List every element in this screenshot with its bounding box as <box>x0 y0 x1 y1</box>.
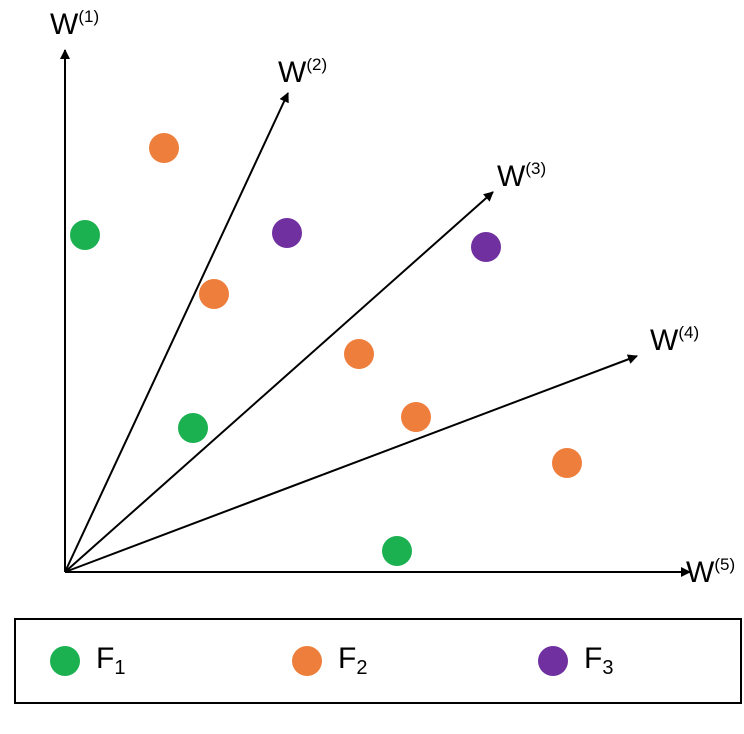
vector-w3-arrow <box>64 191 494 573</box>
point-f1 <box>382 536 412 566</box>
point-f2 <box>199 279 229 309</box>
legend-item-f1: F1 <box>50 620 125 702</box>
point-f1 <box>178 413 208 443</box>
vector-w4-arrow <box>64 354 638 573</box>
legend-item-f2: F2 <box>292 620 367 702</box>
point-f1 <box>70 220 100 250</box>
legend-f2-marker <box>292 646 322 676</box>
point-f2 <box>401 402 431 432</box>
vector-w2-arrow <box>64 92 289 573</box>
vector-w1-label: W(1) <box>50 7 99 41</box>
point-f2 <box>552 448 582 478</box>
vector-w2-label: W(2) <box>278 55 327 89</box>
vector-w4-label: W(4) <box>650 323 699 357</box>
legend-f2-label: F2 <box>338 642 368 679</box>
point-f2 <box>149 133 179 163</box>
legend-f1-marker <box>50 646 80 676</box>
vector-w3-label: W(3) <box>497 159 546 193</box>
legend-item-f3: F3 <box>538 620 613 702</box>
legend: F1 F2 F3 <box>14 618 742 704</box>
legend-f3-label: F3 <box>584 642 614 679</box>
point-f3 <box>272 218 302 248</box>
vector-w5-label: W(5) <box>686 555 735 589</box>
legend-f3-marker <box>538 646 568 676</box>
point-f2 <box>344 339 374 369</box>
point-f3 <box>471 232 501 262</box>
legend-f1-label: F1 <box>96 642 126 679</box>
